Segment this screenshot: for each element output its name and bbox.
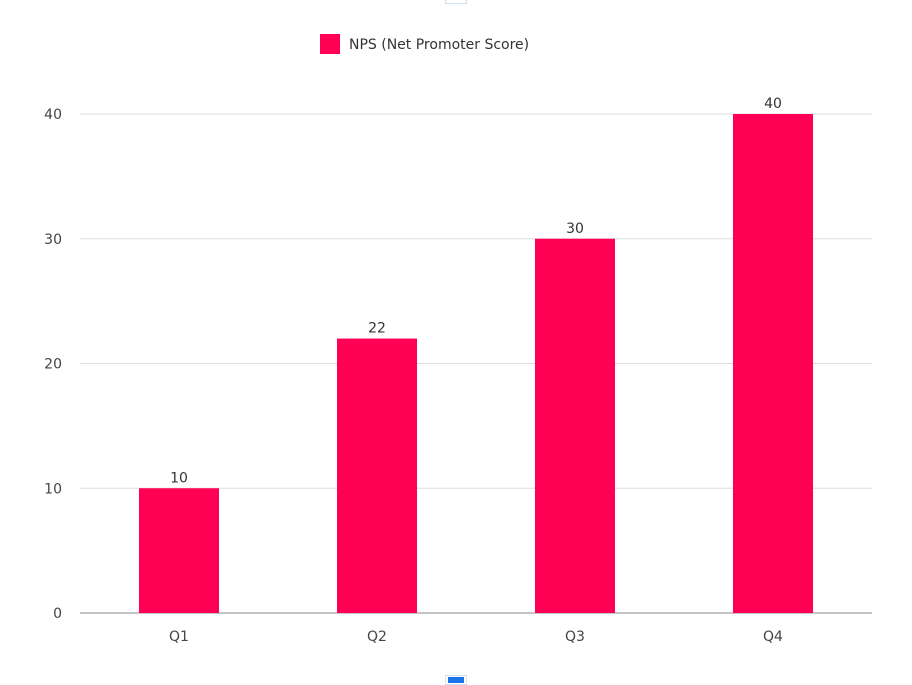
bar-q1[interactable] <box>139 488 219 613</box>
y-tick-label: 30 <box>44 232 62 248</box>
data-label: 40 <box>764 96 782 112</box>
bottom-resize-handle[interactable] <box>445 675 467 685</box>
data-label: 22 <box>368 321 386 337</box>
x-tick-label: Q1 <box>169 629 189 645</box>
bar-q3[interactable] <box>535 238 615 613</box>
y-tick-label: 20 <box>44 357 62 373</box>
x-tick-label: Q4 <box>763 629 783 645</box>
bar-q2[interactable] <box>337 338 417 613</box>
legend-label: NPS (Net Promoter Score) <box>349 37 529 53</box>
data-label: 30 <box>566 221 584 237</box>
y-tick-label: 40 <box>44 107 62 123</box>
legend[interactable]: NPS (Net Promoter Score) <box>320 34 529 54</box>
x-tick-label: Q2 <box>367 629 387 645</box>
bar-q4[interactable] <box>733 114 813 613</box>
y-tick-label: 0 <box>53 606 62 622</box>
top-resize-handle[interactable] <box>445 0 467 4</box>
y-tick-label: 10 <box>44 481 62 497</box>
x-tick-label: Q3 <box>565 629 585 645</box>
data-label: 10 <box>170 470 188 486</box>
legend-swatch <box>320 34 340 54</box>
